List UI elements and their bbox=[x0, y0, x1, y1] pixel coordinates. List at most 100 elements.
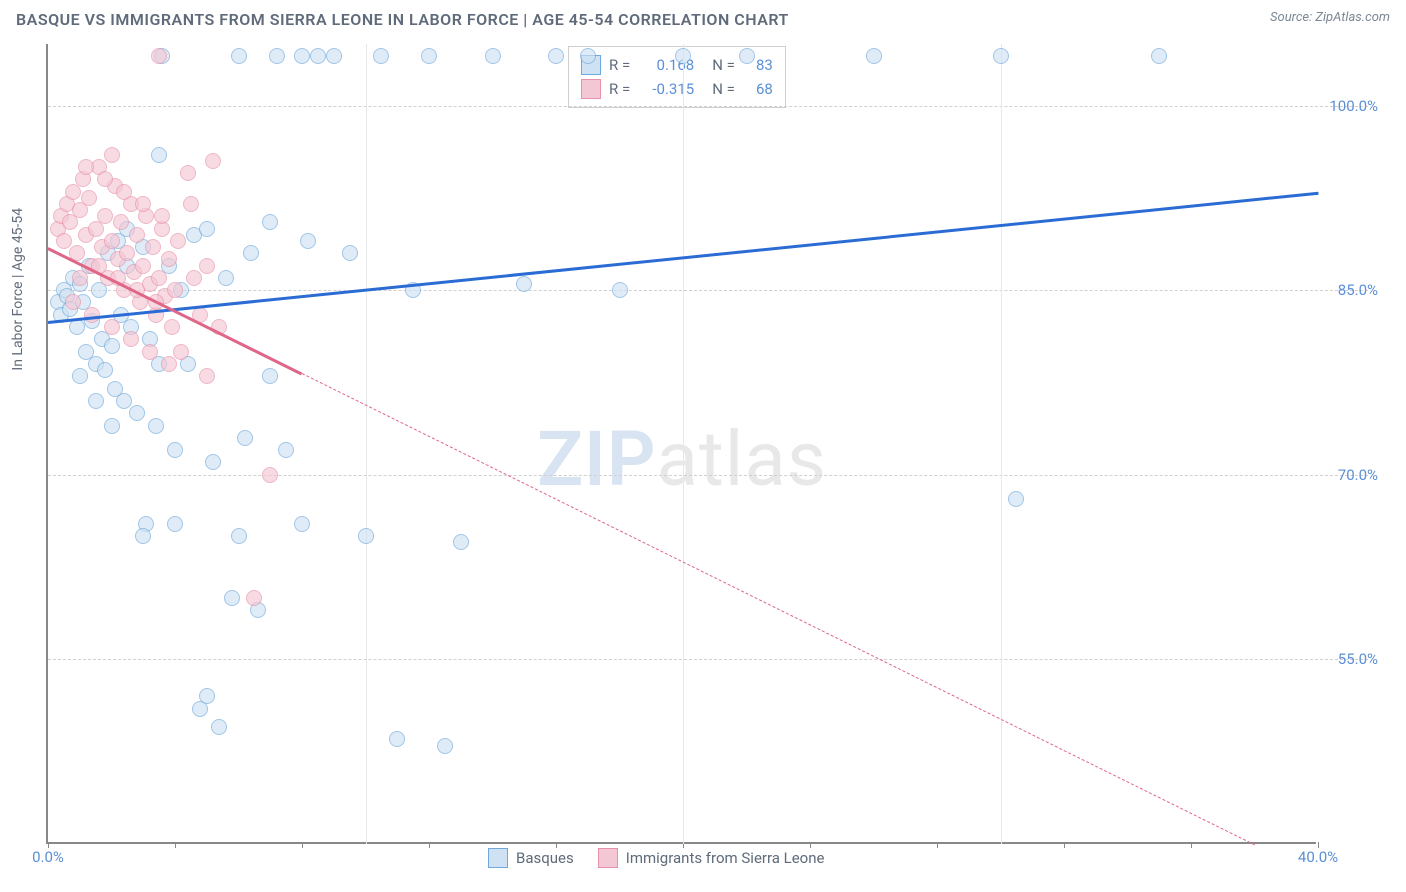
x-tick-label: 0.0% bbox=[32, 848, 64, 866]
scatter-point bbox=[123, 331, 139, 347]
scatter-point bbox=[993, 48, 1009, 64]
gridline-vertical bbox=[683, 44, 684, 844]
scatter-point bbox=[243, 245, 259, 261]
scatter-point bbox=[97, 171, 113, 187]
scatter-point bbox=[199, 368, 215, 384]
scatter-point bbox=[218, 270, 234, 286]
legend-swatch-icon bbox=[581, 79, 601, 99]
scatter-point bbox=[167, 442, 183, 458]
trend-line bbox=[302, 373, 1255, 845]
gridline-vertical bbox=[1001, 44, 1002, 844]
scatter-point bbox=[97, 362, 113, 378]
source-label: Source: ZipAtlas.com bbox=[1270, 10, 1390, 25]
scatter-point bbox=[104, 147, 120, 163]
chart-container: In Labor Force | Age 45-54 ZIPatlas R =0… bbox=[46, 44, 1386, 844]
scatter-point bbox=[580, 48, 596, 64]
scatter-point bbox=[116, 393, 132, 409]
scatter-point bbox=[104, 319, 120, 335]
scatter-point bbox=[485, 48, 501, 64]
scatter-point bbox=[224, 590, 240, 606]
y-tick-label: 70.0% bbox=[1338, 466, 1378, 484]
x-tick-mark bbox=[429, 842, 430, 848]
scatter-point bbox=[81, 190, 97, 206]
scatter-point bbox=[199, 688, 215, 704]
scatter-point bbox=[84, 307, 100, 323]
scatter-point bbox=[135, 196, 151, 212]
scatter-point bbox=[129, 227, 145, 243]
scatter-point bbox=[437, 738, 453, 754]
scatter-point bbox=[1008, 491, 1024, 507]
legend-n-value: 68 bbox=[743, 77, 773, 101]
x-tick-mark bbox=[1191, 842, 1192, 848]
scatter-point bbox=[389, 731, 405, 747]
scatter-point bbox=[186, 270, 202, 286]
scatter-point bbox=[56, 233, 72, 249]
chart-header: BASQUE VS IMMIGRANTS FROM SIERRA LEONE I… bbox=[0, 0, 1406, 33]
scatter-point bbox=[205, 153, 221, 169]
x-tick-mark bbox=[810, 842, 811, 848]
legend-item: Immigrants from Sierra Leone bbox=[598, 848, 825, 868]
legend-r-value: -0.315 bbox=[638, 77, 694, 101]
scatter-point bbox=[548, 48, 564, 64]
scatter-point bbox=[310, 48, 326, 64]
scatter-point bbox=[421, 48, 437, 64]
scatter-point bbox=[278, 442, 294, 458]
scatter-point bbox=[170, 233, 186, 249]
legend-n-label: N = bbox=[712, 53, 735, 77]
scatter-point bbox=[88, 393, 104, 409]
scatter-point bbox=[739, 48, 755, 64]
scatter-point bbox=[199, 258, 215, 274]
scatter-point bbox=[116, 184, 132, 200]
x-tick-mark bbox=[175, 842, 176, 848]
scatter-point bbox=[516, 276, 532, 292]
y-tick-label: 100.0% bbox=[1329, 97, 1378, 115]
legend-series-label: Basques bbox=[516, 849, 574, 867]
gridline-vertical bbox=[366, 44, 367, 844]
scatter-point bbox=[262, 467, 278, 483]
scatter-point bbox=[231, 528, 247, 544]
scatter-point bbox=[142, 344, 158, 360]
legend-swatch-icon bbox=[598, 848, 618, 868]
scatter-point bbox=[205, 454, 221, 470]
scatter-point bbox=[262, 368, 278, 384]
scatter-point bbox=[97, 208, 113, 224]
scatter-point bbox=[294, 516, 310, 532]
x-tick-label: 40.0% bbox=[1298, 848, 1338, 866]
scatter-point bbox=[72, 368, 88, 384]
scatter-point bbox=[199, 221, 215, 237]
scatter-point bbox=[358, 528, 374, 544]
y-tick-label: 55.0% bbox=[1338, 650, 1378, 668]
scatter-point bbox=[135, 258, 151, 274]
scatter-point bbox=[453, 534, 469, 550]
gridline-horizontal bbox=[48, 290, 1368, 291]
scatter-point bbox=[151, 48, 167, 64]
scatter-point bbox=[237, 430, 253, 446]
scatter-point bbox=[269, 48, 285, 64]
x-tick-mark bbox=[302, 842, 303, 848]
scatter-point bbox=[151, 147, 167, 163]
scatter-point bbox=[373, 48, 389, 64]
scatter-point bbox=[104, 233, 120, 249]
scatter-point bbox=[145, 239, 161, 255]
x-tick-mark bbox=[937, 842, 938, 848]
legend-r-label: R = bbox=[609, 53, 630, 77]
legend-item: Basques bbox=[488, 848, 574, 868]
scatter-point bbox=[135, 528, 151, 544]
scatter-point bbox=[72, 270, 88, 286]
gridline-horizontal bbox=[48, 475, 1368, 476]
watermark: ZIPatlas bbox=[537, 414, 827, 504]
plot-area: In Labor Force | Age 45-54 ZIPatlas R =0… bbox=[46, 44, 1316, 844]
scatter-point bbox=[342, 245, 358, 261]
scatter-point bbox=[167, 516, 183, 532]
scatter-point bbox=[78, 159, 94, 175]
scatter-point bbox=[161, 356, 177, 372]
scatter-point bbox=[612, 282, 628, 298]
scatter-point bbox=[104, 418, 120, 434]
scatter-point bbox=[180, 165, 196, 181]
y-axis-label: In Labor Force | Age 45-54 bbox=[10, 208, 26, 371]
scatter-point bbox=[104, 338, 120, 354]
legend-swatch-icon bbox=[488, 848, 508, 868]
gridline-horizontal bbox=[48, 106, 1368, 107]
scatter-point bbox=[151, 270, 167, 286]
scatter-point bbox=[164, 319, 180, 335]
